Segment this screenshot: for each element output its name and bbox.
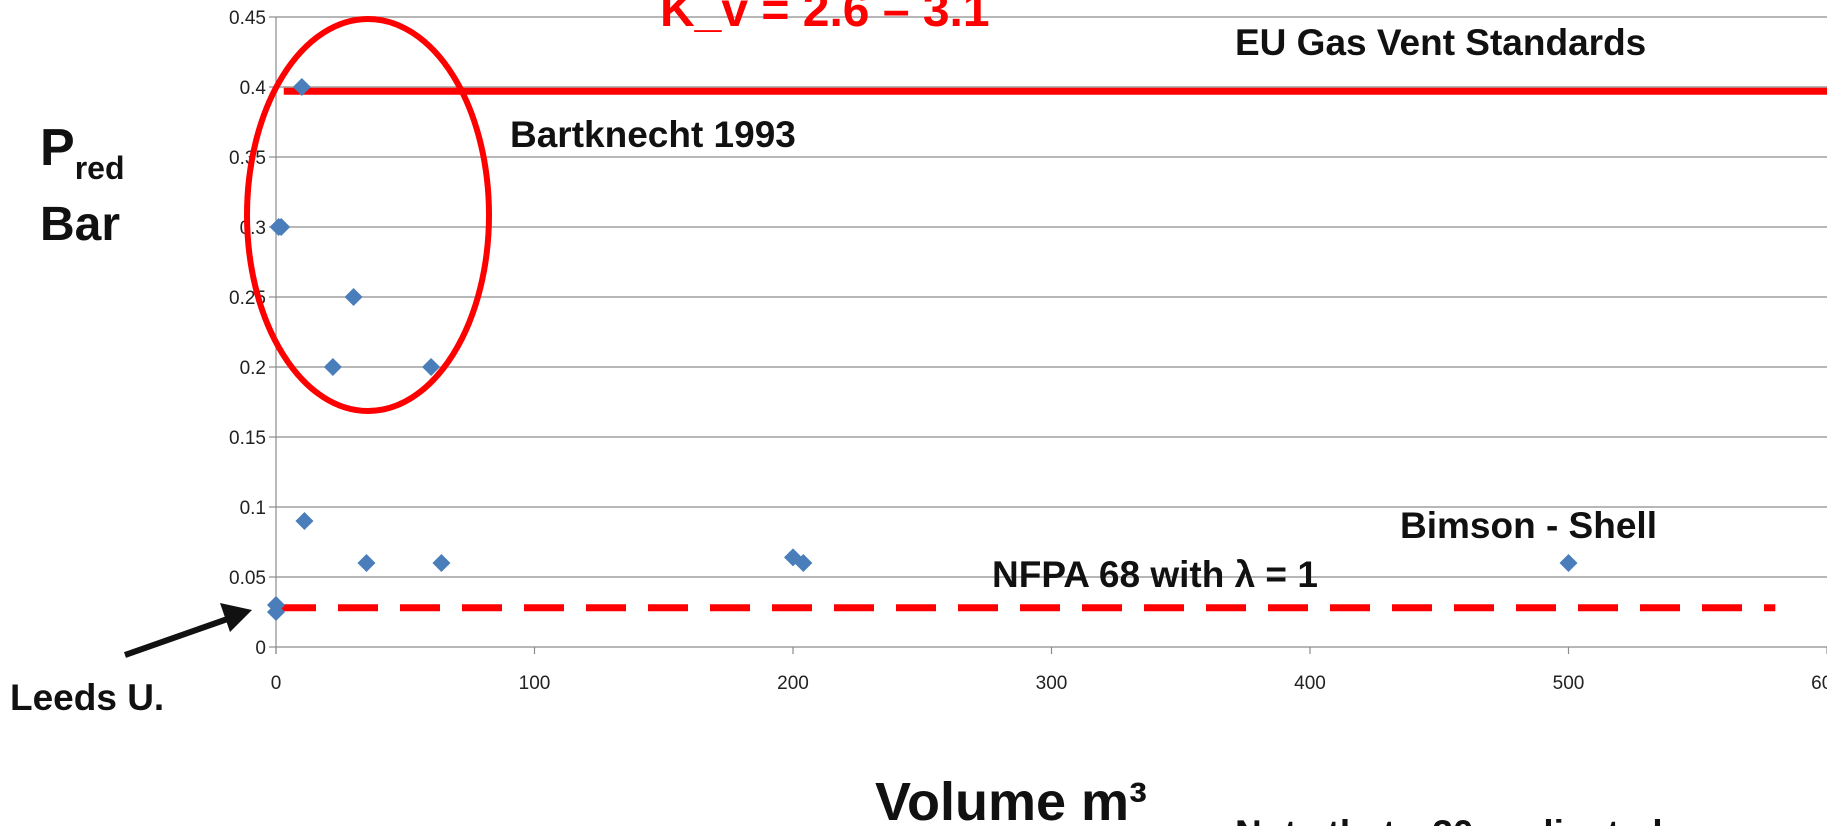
gridlines: [269, 16, 1827, 648]
chart-title: K_v = 2.6 – 3.1: [660, 0, 990, 37]
bartknecht-label: Bartknecht 1993: [510, 114, 796, 155]
y-tick-label: 0.05: [229, 568, 266, 589]
bartknecht-highlight-ellipse: [244, 16, 492, 414]
x-tick-label: 0: [271, 673, 282, 694]
x-tick-label: 600: [1811, 673, 1827, 694]
x-tick-label: 200: [777, 673, 809, 694]
data-point: [267, 596, 285, 614]
x-tick-label: 100: [519, 673, 551, 694]
x-tick-label: 500: [1553, 673, 1585, 694]
leeds-label: Leeds U.: [10, 677, 164, 718]
note-label: Note that…30…adjusted…: [1235, 813, 1700, 826]
y-tick-label: 0.1: [240, 498, 266, 519]
y-tick-label: 0: [255, 638, 266, 659]
nfpa-label: NFPA 68 with λ = 1: [992, 554, 1318, 595]
data-point: [323, 358, 342, 376]
leeds-arrow-icon: [124, 603, 252, 658]
y-tick-label: 0.4: [240, 78, 267, 99]
data-point: [1559, 554, 1578, 572]
data-point: [344, 288, 363, 306]
data-point: [272, 218, 291, 236]
y-tick-labels: 00.050.10.150.20.250.30.350.40.45: [229, 8, 266, 659]
data-point: [794, 554, 813, 572]
x-tick-label: 400: [1294, 673, 1326, 694]
data-points: [267, 78, 1578, 621]
y-tick-label: 0.2: [240, 358, 266, 379]
data-point: [292, 78, 311, 96]
y-tick-label: 0.15: [229, 428, 266, 449]
y-tick-label: 0.35: [229, 148, 266, 169]
y-axis-label: Pred: [40, 119, 124, 186]
eu-standards-label: EU Gas Vent Standards: [1235, 22, 1646, 63]
data-point: [295, 512, 314, 530]
x-tick-labels: 0 100 200 300 400 500 600: [271, 647, 1827, 694]
data-point: [422, 358, 441, 376]
reference-lines: [276, 87, 1827, 612]
x-axis-label: Volume m³: [875, 772, 1147, 826]
y-axis-label-unit: Bar: [40, 198, 120, 251]
y-tick-label: 0.45: [229, 8, 266, 29]
y-tick-label: 0.3: [240, 218, 266, 239]
data-point: [357, 554, 376, 572]
data-point: [432, 554, 451, 572]
bimson-label: Bimson - Shell: [1400, 505, 1657, 546]
x-tick-label: 300: [1036, 673, 1068, 694]
